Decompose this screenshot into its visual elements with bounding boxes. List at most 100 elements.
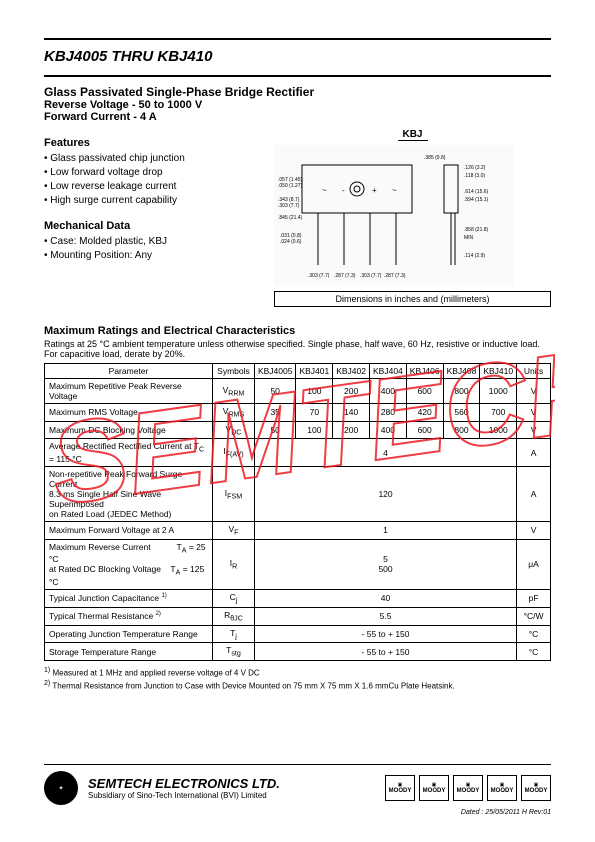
table-header-cell: KBJ404: [370, 364, 407, 379]
value-cell-span: 5.5: [254, 607, 516, 625]
value-cell: 600: [406, 421, 443, 439]
svg-text:+: +: [372, 186, 377, 195]
features-heading: Features: [44, 137, 254, 149]
svg-text:~: ~: [392, 186, 397, 195]
svg-text:.118 (3.0): .118 (3.0): [464, 173, 485, 179]
table-row: Non-repetitive Peak Forward Surge Curren…: [45, 467, 551, 522]
svg-text:.385 (9.8): .385 (9.8): [424, 155, 446, 161]
value-cell: 50: [254, 379, 296, 404]
value-cell-span: 120: [254, 467, 516, 522]
svg-text:.050 (1.27): .050 (1.27): [278, 183, 303, 189]
footnotes: 1) Measured at 1 MHz and applied reverse…: [44, 667, 551, 690]
param-cell: Storage Temperature Range: [45, 643, 213, 661]
table-row: Typical Thermal Resistance 2)RθJC5.5°C/W: [45, 607, 551, 625]
symbol-cell: VF: [213, 522, 255, 540]
value-cell: 420: [406, 404, 443, 422]
left-col: Features Glass passivated chip junctionL…: [44, 123, 254, 307]
symbol-cell: IF(AV): [213, 439, 255, 467]
svg-text:.114 (2.9): .114 (2.9): [464, 253, 485, 259]
value-cell: 400: [370, 421, 407, 439]
value-cell: 700: [480, 404, 517, 422]
table-row: Maximum Repetitive Peak Reverse Voltage V…: [45, 379, 551, 404]
ratings-heading: Maximum Ratings and Electrical Character…: [44, 325, 551, 337]
svg-text:.303 (7.7): .303 (7.7): [278, 203, 300, 209]
value-cell: 140: [333, 404, 370, 422]
spec-reverse-voltage: Reverse Voltage - 50 to 1000 V: [44, 99, 551, 111]
unit-cell: μA: [517, 539, 551, 589]
list-item: Low forward voltage drop: [44, 167, 254, 178]
table-header-cell: KBJ401: [296, 364, 333, 379]
list-item: High surge current capability: [44, 195, 254, 206]
company-logo: ✦: [44, 771, 78, 805]
param-cell: Operating Junction Temperature Range: [45, 625, 213, 643]
unit-cell: A: [517, 467, 551, 522]
list-item: Mounting Position: Any: [44, 250, 254, 261]
value-cell-span: - 55 to + 150: [254, 643, 516, 661]
symbol-cell: IR: [213, 539, 255, 589]
param-cell: Maximum Repetitive Peak Reverse Voltage: [45, 379, 213, 404]
company-block: SEMTECH ELECTRONICS LTD. Subsidiary of S…: [88, 776, 280, 800]
svg-text:.024 (0.6): .024 (0.6): [280, 239, 302, 245]
spec-forward-current: Forward Current - 4 A: [44, 111, 551, 123]
svg-text:.287 (7.3): .287 (7.3): [334, 273, 356, 279]
cert-row: ▣MOODY▣MOODY▣MOODY▣MOODY▣MOODY: [385, 775, 551, 801]
svg-text:~: ~: [322, 186, 327, 195]
unit-cell: °C: [517, 643, 551, 661]
top-rule: [44, 38, 551, 40]
list-item: Low reverse leakage current: [44, 181, 254, 192]
symbol-cell: Cj: [213, 590, 255, 608]
table-row: Maximum DC Blocking VoltageVDC5010020040…: [45, 421, 551, 439]
table-header-cell: Symbols: [213, 364, 255, 379]
value-cell-span: 1: [254, 522, 516, 540]
page-title: KBJ4005 THRU KBJ410: [44, 48, 551, 65]
features-list: Glass passivated chip junctionLow forwar…: [44, 153, 254, 206]
company-subsidiary: Subsidiary of Sino-Tech International (B…: [88, 791, 280, 800]
value-cell: 50: [254, 421, 296, 439]
table-header-cell: KBJ406: [406, 364, 443, 379]
unit-cell: °C/W: [517, 607, 551, 625]
table-row: Typical Junction Capacitance 1)Cj40pF: [45, 590, 551, 608]
table-header-cell: KBJ402: [333, 364, 370, 379]
value-cell: 35: [254, 404, 296, 422]
unit-cell: V: [517, 379, 551, 404]
table-header-cell: KBJ4005: [254, 364, 296, 379]
unit-cell: A: [517, 439, 551, 467]
param-cell: Maximum RMS Voltage: [45, 404, 213, 422]
company-name: SEMTECH ELECTRONICS LTD.: [88, 776, 280, 791]
footer-rule: [44, 764, 551, 765]
svg-text:.614 (15.6): .614 (15.6): [464, 189, 489, 195]
param-cell: Maximum DC Blocking Voltage: [45, 421, 213, 439]
svg-text:-: -: [342, 186, 345, 195]
table-row: Operating Junction Temperature RangeTj- …: [45, 625, 551, 643]
value-cell-span: 40: [254, 590, 516, 608]
ratings-note: Ratings at 25 °C ambient temperature unl…: [44, 339, 551, 359]
param-cell: Typical Thermal Resistance 2): [45, 607, 213, 625]
table-header-cell: KBJ408: [443, 364, 480, 379]
value-cell: 200: [333, 421, 370, 439]
symbol-cell: VRMS: [213, 404, 255, 422]
dimension-note: Dimensions in inches and (millimeters): [274, 291, 551, 307]
unit-cell: pF: [517, 590, 551, 608]
param-cell: Non-repetitive Peak Forward Surge Curren…: [45, 467, 213, 522]
value-cell: 800: [443, 379, 480, 404]
value-cell: 1000: [480, 379, 517, 404]
mechanical-list: Case: Molded plastic, KBJMounting Positi…: [44, 236, 254, 261]
value-cell: 400: [370, 379, 407, 404]
package-diagram: ~ - + ~ .385 (9.8) .126 (3.2) .118 (3.0)…: [274, 145, 514, 285]
table-row: Storage Temperature RangeTstg- 55 to + 1…: [45, 643, 551, 661]
table-header-cell: Units: [517, 364, 551, 379]
value-cell: 800: [443, 421, 480, 439]
symbol-cell: Tj: [213, 625, 255, 643]
unit-cell: °C: [517, 625, 551, 643]
value-cell: 280: [370, 404, 407, 422]
value-cell-span: 5500: [254, 539, 516, 589]
value-cell: 200: [333, 379, 370, 404]
value-cell: 70: [296, 404, 333, 422]
table-row: Average Rectified Rectified Current at T…: [45, 439, 551, 467]
param-cell: Maximum Forward Voltage at 2 A: [45, 522, 213, 540]
table-header-row: ParameterSymbolsKBJ4005KBJ401KBJ402KBJ40…: [45, 364, 551, 379]
svg-text:.287 (7.3): .287 (7.3): [384, 273, 406, 279]
svg-text:.303 (7.7): .303 (7.7): [308, 273, 330, 279]
ratings-table: ParameterSymbolsKBJ4005KBJ401KBJ402KBJ40…: [44, 363, 551, 661]
footnote-2: 2) Thermal Resistance from Junction to C…: [44, 680, 551, 691]
